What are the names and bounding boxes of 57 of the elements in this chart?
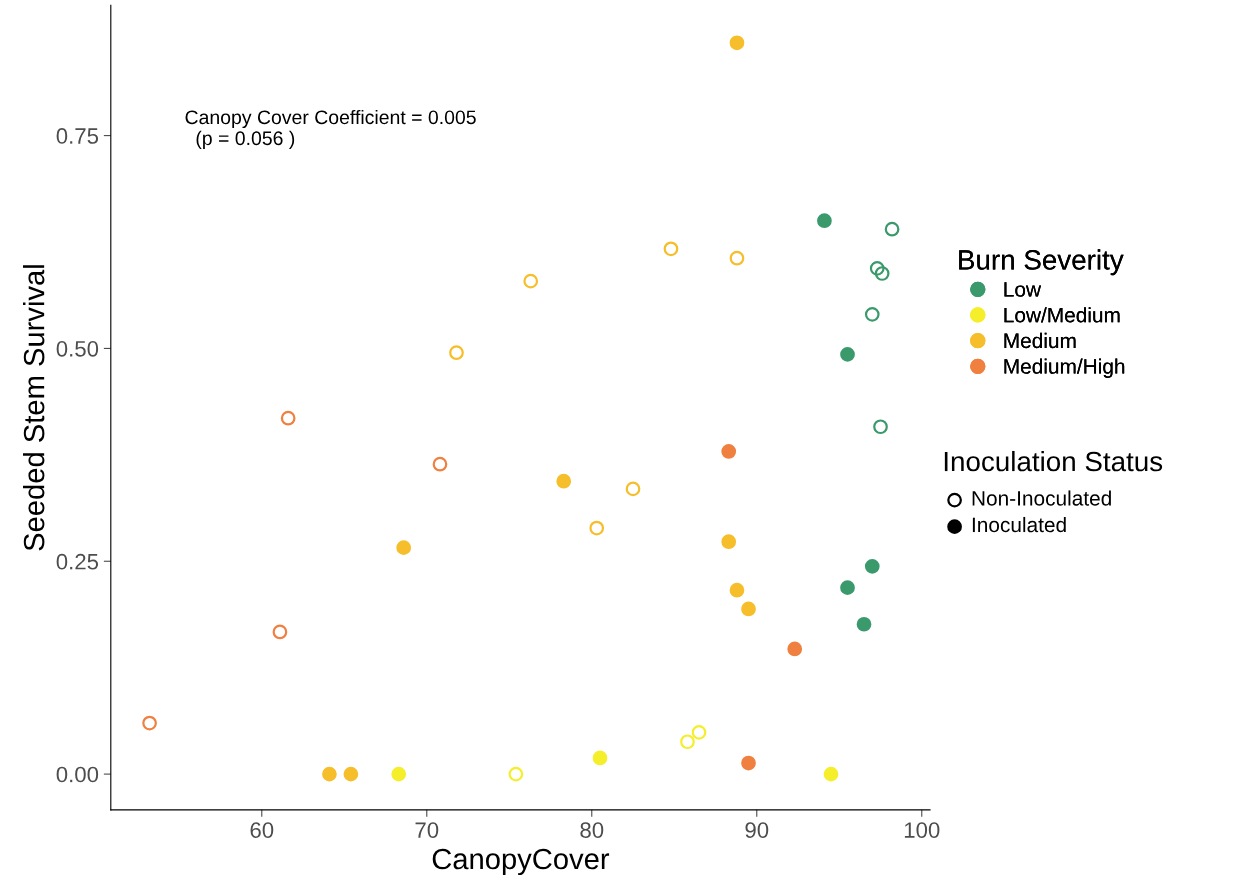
- point: [869, 261, 885, 276]
- point: [741, 601, 756, 617]
- y-tick-label: 0.75: [56, 128, 99, 144]
- point: [523, 273, 539, 289]
- point: [142, 715, 157, 731]
- text: Inoculated: [972, 516, 1066, 533]
- point: [884, 221, 900, 237]
- legend-label: Low/Medium: [1004, 307, 1120, 323]
- y-axis-title: Seeded Stem Survival: [23, 265, 45, 551]
- point: [721, 534, 737, 550]
- point: [449, 345, 464, 361]
- point: [625, 481, 641, 497]
- point: [691, 725, 707, 740]
- text: Non-Inoculated: [972, 490, 1111, 506]
- point: [589, 520, 605, 536]
- text: Inoculation Status: [944, 450, 1163, 472]
- point: [322, 766, 337, 782]
- point: [508, 766, 524, 782]
- point: [817, 213, 832, 229]
- point: [432, 456, 448, 472]
- legend-label: Medium: [1004, 332, 1076, 349]
- y-tick-label: 0.25: [56, 553, 99, 570]
- annotation: Canopy Cover Coefficient = 0.005 (p = 0.056 ): [185, 109, 476, 149]
- point: [840, 580, 855, 596]
- legend-label: Medium/High: [1004, 358, 1125, 378]
- legend-label: Low: [1004, 282, 1042, 297]
- x-tick-label: 90: [745, 822, 769, 838]
- point: [396, 540, 412, 555]
- point: [680, 734, 695, 750]
- point: [787, 641, 803, 657]
- point: [343, 766, 359, 782]
- x-tick-label: 70: [415, 822, 439, 838]
- point: [729, 250, 745, 266]
- point: [729, 35, 745, 51]
- point: [556, 473, 572, 489]
- point: [840, 347, 855, 362]
- x-tick-label: 80: [580, 822, 604, 838]
- point: [823, 766, 839, 782]
- point: [856, 616, 872, 632]
- point: [874, 266, 890, 281]
- point: [663, 241, 679, 257]
- text: Burn Severity: [959, 249, 1124, 276]
- point: [864, 307, 880, 322]
- x-tick-label: 60: [250, 822, 274, 838]
- point: [391, 766, 407, 782]
- point: [592, 750, 608, 766]
- point: [873, 419, 888, 435]
- point: [741, 755, 756, 771]
- y-tick-label: 0.00: [56, 766, 99, 783]
- point: [272, 624, 288, 640]
- point: [280, 410, 296, 426]
- point: [729, 582, 745, 598]
- y-tick-label: 0.50: [56, 340, 99, 357]
- point: [864, 559, 880, 574]
- point: [721, 444, 737, 459]
- x-axis-title: CanopyCover: [432, 848, 610, 876]
- x-tick-label: 100: [904, 822, 940, 838]
